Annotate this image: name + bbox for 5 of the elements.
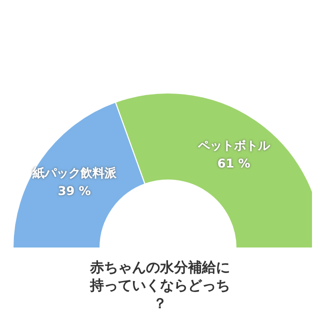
slice-label: 紙パック飲料派 (31, 166, 118, 180)
data-label: 61 % (217, 156, 250, 170)
slice-label: ペットボトル (196, 138, 271, 152)
text: 赤ちゃんの水分補給に持っていくならどっち？ (89, 259, 230, 312)
data-label: 39 % (58, 184, 91, 198)
